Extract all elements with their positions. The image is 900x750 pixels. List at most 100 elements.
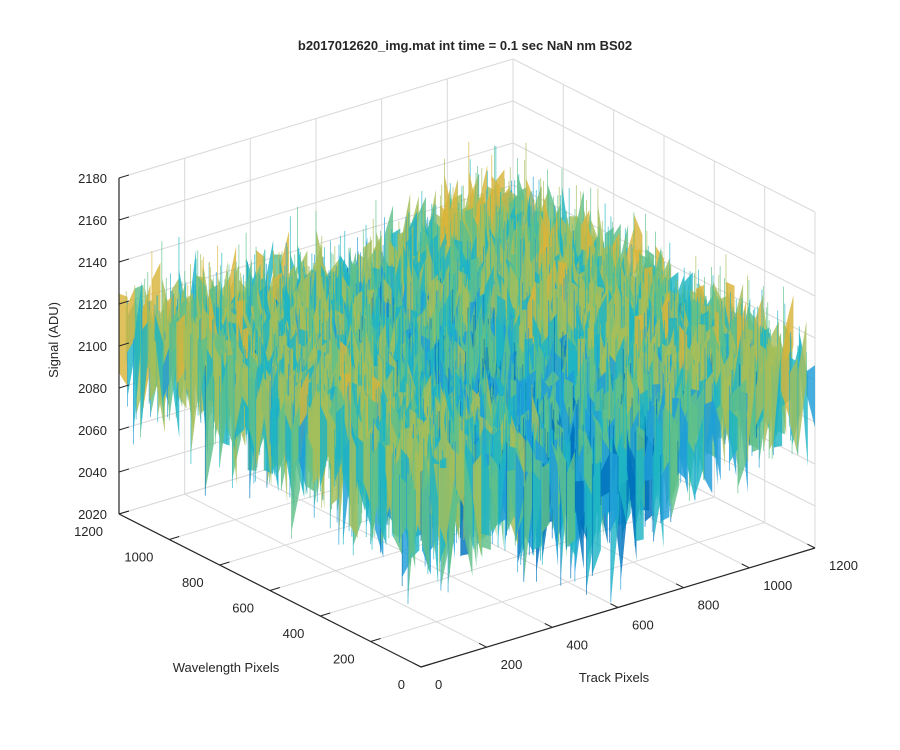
z-tick-mark [118,216,129,221]
surface-facet [154,314,164,415]
surface-facet [703,400,713,494]
y-tick-mark [219,561,230,566]
z-tick-mark [118,300,129,305]
surface-facet [746,340,756,466]
x-tick-label: 0 [435,677,442,692]
surface-facet [327,408,337,478]
floor-grid-line [370,522,765,642]
z-tick-label: 2040 [78,465,107,480]
y-tick-mark [320,612,331,617]
surface-facet [780,318,790,419]
surface-facet [523,458,533,582]
y-tick-mark [420,663,431,668]
surface-facet [647,332,657,374]
x-axis-label: Track Pixels [579,670,650,685]
surface-facet [341,409,351,507]
surface-facet [463,447,473,576]
surface-facet [609,451,618,534]
back-wall-grid-line [118,100,514,221]
surface-facet [669,410,678,508]
z-tick-label: 2160 [78,213,107,228]
chart-title: b2017012620_img.mat int time = 0.1 sec N… [298,38,632,53]
right-wall-grid-line [512,100,816,255]
z-tick-label: 2180 [78,171,107,186]
x-tick-mark [544,623,553,628]
z-tick-mark [118,384,129,389]
z-tick-label: 2120 [78,297,107,312]
surface-facet [284,394,293,437]
surface-facet [255,370,265,473]
surface-facet [660,460,670,522]
surface-facet [169,309,178,420]
surface-plot [118,142,815,604]
surface-facet [470,257,480,313]
surface-facet [363,425,373,510]
x-tick-label: 200 [501,657,523,672]
axes [118,174,816,668]
z-tick-label: 2100 [78,339,107,354]
surface-facet [406,471,416,569]
surface-facet [755,356,764,428]
surface-facet [183,329,193,416]
x-tick-mark [610,603,619,608]
surface-facet [234,359,243,437]
surface-facet [797,320,807,452]
surface-facet [635,447,644,542]
surface-facet [532,470,541,551]
surface-facet [446,438,456,537]
surface-facet [472,454,481,556]
surface-facet [600,453,610,498]
surface-facet [643,414,653,482]
z-tick-mark [118,342,129,347]
surface-facet [205,367,214,491]
surface-facet [270,387,279,493]
surface-facet [385,444,394,537]
x-tick-mark [807,543,816,549]
surface-facet [515,449,524,545]
surface-facet [147,305,157,382]
surface-facet [763,349,773,450]
surface-facet [575,480,584,569]
surface-facet [498,432,507,541]
y-tick-mark [370,638,381,642]
surface-facet [119,293,128,387]
y-tick-label: 200 [333,652,355,667]
surface-facet [241,367,250,411]
x-tick-mark [675,583,684,589]
surface-facet [558,444,567,558]
z-tick-mark [118,174,129,179]
surface-facet [719,302,728,375]
surface-facet [356,436,365,512]
surface-facet [720,346,730,446]
surface-facet [772,331,781,458]
surface-facet [712,396,721,482]
surface-facet [480,436,490,536]
surface-facet [370,444,380,544]
y-tick-mark [169,536,180,540]
surface-facet [162,342,171,402]
y-tick-label: 1200 [74,524,103,539]
y-tick-mark [269,587,280,591]
surface-facet [455,450,464,507]
surface-facet [413,447,423,497]
surface-facet [713,365,723,413]
surface-facet [677,410,687,480]
y-tick-label: 800 [182,575,204,590]
surface-facet [392,451,401,539]
surface-facet [305,431,315,492]
surface-facet [300,258,310,322]
surface-facet [687,390,697,474]
tick-labels: 0 200 400 600 800 1000 1200 0 200 400 600 800 1000 12… [74,171,858,692]
y-tick-label: 0 [398,677,405,692]
surface-facet [212,332,222,414]
surface-facet [350,380,360,449]
surface-facet [298,413,308,494]
y-tick-label: 400 [283,626,305,641]
z-tick-mark [118,510,129,515]
surface-facet [566,449,576,547]
surface-facet [526,281,536,355]
back-wall-grid-line [118,58,514,179]
z-tick-label: 2020 [78,507,107,522]
surface-facet [248,349,257,459]
